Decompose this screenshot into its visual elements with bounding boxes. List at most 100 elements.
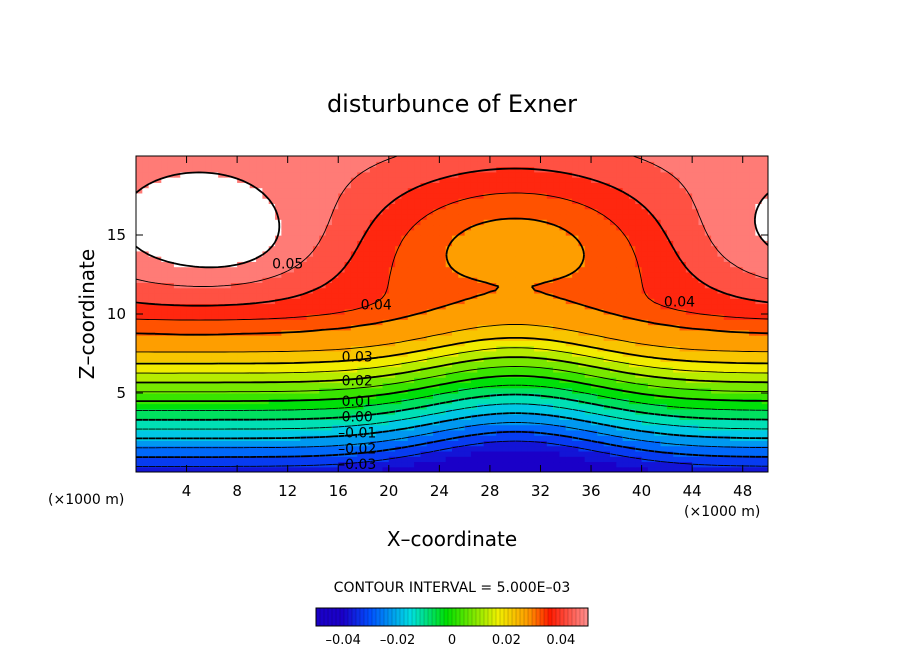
field-cell: [192, 250, 200, 257]
field-cell: [610, 250, 617, 257]
field-cell: [376, 345, 384, 352]
field-cell: [635, 261, 643, 268]
field-cell: [205, 345, 213, 352]
field-cell: [603, 314, 611, 320]
field-cell: [230, 287, 238, 294]
field-cell: [312, 235, 320, 241]
field-cell: [641, 292, 649, 299]
field-cell: [230, 450, 238, 457]
field-cell: [331, 361, 339, 368]
field-cell: [452, 213, 459, 220]
field-cell: [502, 440, 510, 447]
field-cell: [654, 371, 662, 378]
field-cell: [281, 414, 289, 420]
field-cell: [572, 445, 579, 452]
field-cell: [426, 403, 434, 410]
field-cell: [736, 229, 744, 236]
field-cell: [306, 361, 314, 368]
field-cell: [439, 345, 447, 352]
field-cell: [584, 287, 592, 294]
field-cell: [199, 408, 207, 415]
field-cell: [679, 219, 687, 226]
field-cell: [287, 387, 295, 394]
field-cell: [679, 303, 687, 310]
field-cell: [489, 213, 497, 220]
field-cell: [243, 208, 251, 215]
field-cell: [407, 419, 415, 426]
field-cell: [249, 250, 257, 257]
field-cell: [388, 213, 396, 220]
field-cell: [654, 445, 662, 452]
field-cell: [483, 256, 491, 262]
field-cell: [268, 414, 276, 420]
field-cell: [136, 224, 143, 231]
field-cell: [597, 371, 605, 378]
field-cell: [325, 282, 333, 289]
field-cell: [275, 250, 282, 257]
field-cell: [635, 335, 643, 341]
field-cell: [610, 235, 617, 241]
field-cell: [199, 450, 207, 457]
field-cell: [572, 440, 579, 447]
field-cell: [230, 213, 238, 220]
field-cell: [647, 266, 655, 273]
field-cell: [237, 408, 245, 415]
field-cell: [199, 466, 207, 472]
field-cell: [211, 440, 219, 447]
field-cell: [218, 350, 226, 357]
field-cell: [660, 256, 668, 262]
field-cell: [565, 456, 573, 463]
field-cell: [376, 208, 384, 215]
field-cell: [262, 335, 270, 341]
field-cell: [610, 429, 617, 436]
field-cell: [660, 208, 668, 215]
field-cell: [154, 314, 162, 320]
field-cell: [635, 292, 643, 299]
field-cell: [357, 282, 365, 289]
field-cell: [761, 213, 768, 220]
field-cell: [470, 266, 478, 273]
field-cell: [186, 419, 194, 426]
field-cell: [502, 414, 510, 420]
field-cell: [635, 461, 643, 468]
field-cell: [470, 224, 478, 231]
field-cell: [414, 266, 421, 273]
field-cell: [565, 414, 573, 420]
field-cell: [736, 298, 744, 305]
field-cell: [237, 393, 245, 399]
field-cell: [230, 324, 238, 331]
field-cell: [470, 335, 478, 341]
field-cell: [401, 298, 409, 305]
field-cell: [685, 440, 693, 447]
field-cell: [679, 287, 687, 294]
field-cell: [420, 361, 428, 368]
field-cell: [388, 361, 396, 368]
field-cell: [723, 335, 731, 341]
field-cell: [294, 366, 301, 373]
field-cell: [331, 208, 339, 215]
field-cell: [628, 319, 636, 326]
field-cell: [736, 240, 744, 247]
field-cell: [527, 350, 535, 357]
field-cell: [281, 424, 289, 431]
field-cell: [338, 350, 346, 357]
field-cell: [452, 287, 459, 294]
field-cell: [306, 256, 314, 262]
field-cell: [192, 261, 200, 268]
field-cell: [458, 282, 466, 289]
field-cell: [192, 208, 200, 215]
field-cell: [565, 393, 573, 399]
field-cell: [622, 450, 630, 457]
field-cell: [704, 208, 712, 215]
field-cell: [414, 261, 421, 268]
field-cell: [256, 224, 263, 231]
field-cell: [660, 319, 668, 326]
field-cell: [553, 213, 561, 220]
field-cell: [698, 387, 706, 394]
field-cell: [420, 345, 428, 352]
field-cell: [717, 277, 725, 283]
field-cell: [717, 329, 725, 336]
field-cell: [635, 303, 643, 310]
field-cell: [420, 408, 428, 415]
field-cell: [426, 414, 434, 420]
